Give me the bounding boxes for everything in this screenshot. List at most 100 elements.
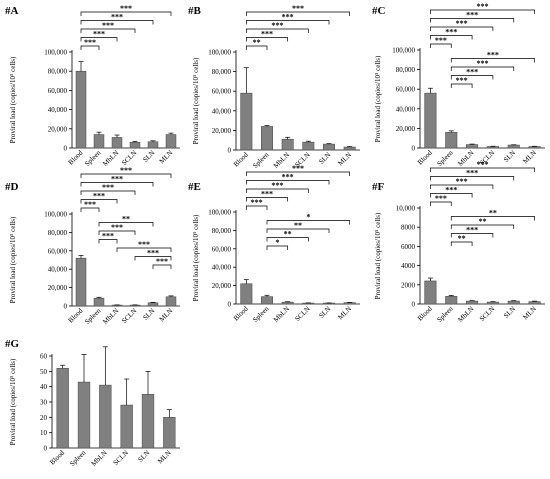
bar bbox=[111, 137, 123, 149]
x-category-label: Spleen bbox=[68, 448, 87, 467]
y-tick-label: 80,000 bbox=[212, 227, 232, 235]
significance-label: *** bbox=[102, 232, 114, 241]
y-tick-label: 0 bbox=[64, 145, 68, 153]
x-category-label: Spleen bbox=[83, 148, 102, 167]
panel-e: #E Proviral load (copies/10⁵ cells) 0 20,00… bbox=[188, 164, 360, 324]
significance-bracket bbox=[430, 9, 535, 14]
bar bbox=[240, 92, 253, 151]
y-axis-label: Proviral load (copies/10⁵ cells) bbox=[374, 212, 382, 299]
significance-label: ** bbox=[458, 234, 466, 243]
x-category-label: MbLN bbox=[90, 449, 109, 468]
significance-label: *** bbox=[120, 166, 132, 175]
panel-a: #A Proviral load (copies/10⁵ cells) 0 20,00… bbox=[5, 4, 180, 168]
y-tick-label: 4000 bbox=[401, 262, 416, 270]
significance-bracket bbox=[266, 220, 351, 225]
x-category-label: SLN bbox=[141, 307, 156, 322]
x-category-label: MLN bbox=[158, 307, 175, 324]
x-category-label: Spleen bbox=[251, 304, 270, 323]
y-tick-label: 0 bbox=[44, 445, 48, 453]
significance-label: *** bbox=[102, 21, 114, 30]
significance-label: ** bbox=[489, 209, 497, 218]
y-axis-label: Proviral load (copies/10⁵ cells) bbox=[9, 216, 17, 303]
y-axis-label: Proviral load (copies/10⁵ cells) bbox=[192, 57, 200, 144]
panel-label: #B bbox=[188, 5, 202, 17]
y-tick-label: 40,000 bbox=[48, 266, 68, 274]
panel-b: #B Proviral load (copies/10⁵ cells) 0 20,00… bbox=[188, 4, 360, 170]
significance-bracket bbox=[430, 26, 494, 31]
bar bbox=[486, 301, 499, 305]
significance-bracket bbox=[450, 233, 494, 238]
y-tick-label: 60 bbox=[40, 353, 48, 361]
x-category-label: SCLN bbox=[478, 305, 496, 323]
y-tick-label: 80,000 bbox=[212, 68, 232, 76]
significance-label: * bbox=[275, 238, 279, 247]
bar bbox=[141, 394, 155, 449]
significance-label: *** bbox=[261, 190, 273, 199]
panel-label: #A bbox=[5, 5, 19, 17]
significance-label: *** bbox=[282, 13, 294, 22]
significance-bracket bbox=[80, 37, 118, 42]
y-tick-label: 20,000 bbox=[48, 284, 68, 292]
bar bbox=[261, 296, 273, 305]
significance-bracket bbox=[266, 245, 289, 250]
significance-label: *** bbox=[111, 175, 123, 184]
y-tick-label: 60,000 bbox=[212, 245, 232, 253]
significance-label: *** bbox=[435, 194, 447, 203]
x-category-label: SCLN bbox=[120, 307, 138, 325]
bar bbox=[165, 134, 177, 149]
significance-bracket bbox=[245, 197, 289, 202]
bar bbox=[486, 146, 499, 149]
bar bbox=[163, 417, 176, 449]
x-category-label: SLN bbox=[141, 149, 156, 164]
significance-label: *** bbox=[282, 173, 294, 182]
bar bbox=[99, 384, 112, 449]
significance-label: ** bbox=[294, 221, 302, 230]
x-category-label: Spleen bbox=[83, 306, 102, 325]
significance-bracket bbox=[430, 193, 473, 198]
significance-label: *** bbox=[487, 51, 499, 60]
significance-label: *** bbox=[456, 177, 468, 186]
y-tick-label: 40,000 bbox=[212, 264, 232, 272]
panel-label: #G bbox=[5, 338, 20, 350]
bar bbox=[466, 144, 479, 149]
bar bbox=[343, 146, 356, 151]
significance-bracket bbox=[245, 171, 351, 176]
bar bbox=[129, 141, 141, 149]
significance-bracket bbox=[450, 216, 535, 221]
significance-label: *** bbox=[445, 186, 457, 195]
significance-label: *** bbox=[120, 4, 132, 13]
bar bbox=[507, 300, 520, 305]
x-category-label: SCLN bbox=[120, 149, 138, 167]
y-tick-label: 0 bbox=[412, 145, 416, 153]
x-category-label: MLN bbox=[336, 151, 353, 168]
bar bbox=[445, 132, 458, 149]
bar bbox=[281, 138, 294, 151]
y-axis-label: Proviral load (copies/10⁵ cells) bbox=[9, 358, 17, 445]
y-tick-label: 80,000 bbox=[48, 229, 68, 237]
significance-bracket bbox=[266, 228, 330, 233]
bar bbox=[147, 302, 159, 307]
y-tick-label: 2000 bbox=[401, 281, 416, 289]
bar bbox=[240, 283, 253, 305]
significance-bracket bbox=[98, 239, 118, 244]
x-category-label: Blood bbox=[232, 150, 250, 168]
y-tick-label: 6000 bbox=[401, 243, 416, 251]
significance-bracket bbox=[430, 167, 535, 172]
significance-bracket bbox=[245, 205, 268, 210]
y-tick-label: 10,000 bbox=[396, 205, 416, 213]
significance-label: *** bbox=[445, 28, 457, 37]
x-category-label: MLN bbox=[521, 149, 538, 166]
x-category-label: MLN bbox=[156, 449, 173, 466]
significance-bracket bbox=[430, 18, 515, 23]
y-tick-label: 40,000 bbox=[396, 105, 416, 113]
bar bbox=[507, 144, 520, 149]
significance-bracket bbox=[430, 176, 515, 181]
y-tick-label: 60,000 bbox=[48, 247, 68, 255]
significance-bracket bbox=[450, 58, 535, 63]
bar bbox=[56, 367, 69, 449]
significance-bracket bbox=[430, 201, 452, 206]
bar bbox=[165, 296, 177, 307]
y-tick-label: 20,000 bbox=[396, 125, 416, 133]
y-tick-label: 20,000 bbox=[48, 125, 68, 133]
significance-bracket bbox=[80, 20, 154, 25]
